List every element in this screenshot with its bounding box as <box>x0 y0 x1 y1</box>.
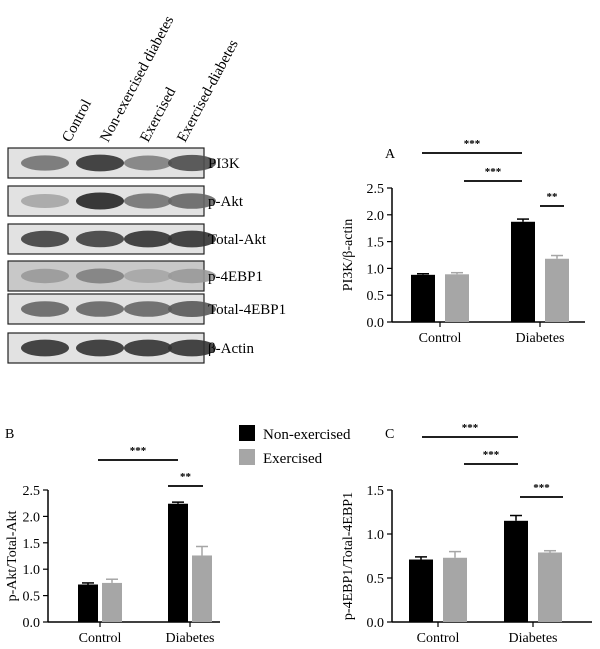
y-tick-label: 0.5 <box>23 590 41 605</box>
blot-lane-label: Non-exercised diabetes <box>97 13 177 145</box>
blot-band <box>76 268 124 284</box>
y-axis-label: p-4EBP1/Total-4EBP1 <box>341 492 356 620</box>
blot-lane-labels: Control Non-exercised diabetesExercisedEx… <box>59 13 241 145</box>
blot-row-label: p-4EBP1 <box>208 269 263 285</box>
blot-row-label: p-Akt <box>208 194 244 210</box>
bar <box>411 274 435 322</box>
blot-band <box>76 230 124 248</box>
y-axis-label: PI3K/β-actin <box>341 219 356 291</box>
x-tick-label: Diabetes <box>509 631 558 646</box>
blot-band <box>124 230 172 248</box>
blot-row-label: Total-Akt <box>208 232 267 248</box>
blot-row-label: PI3K <box>208 156 240 172</box>
blot-band <box>168 268 216 284</box>
blot-row-label: Total-4EBP1 <box>208 302 286 318</box>
y-tick-label: 0.0 <box>367 616 385 631</box>
blot-rows: PI3K p-Akt Total-Akt p-4EBP1 Total-4EBP1 β-Ac… <box>7 147 286 364</box>
blot-band <box>76 301 124 317</box>
y-tick-label: 0.0 <box>367 316 385 331</box>
y-tick-label: 2.0 <box>367 209 385 224</box>
y-tick-label: 1.0 <box>367 528 385 543</box>
significance-label: *** <box>462 422 479 434</box>
blot-band <box>76 339 124 357</box>
blot-band <box>124 268 172 284</box>
y-tick-label: 2.0 <box>23 510 41 525</box>
blot-band <box>168 339 216 357</box>
bar <box>78 584 98 622</box>
significance-label: ** <box>180 471 192 483</box>
bar <box>409 559 433 622</box>
significance-label: *** <box>464 138 481 150</box>
blot-band <box>21 230 69 248</box>
legend-swatch <box>239 449 255 465</box>
blot-band <box>124 193 172 209</box>
chart-c-p-4ebp1: Cp-4EBP1/Total-4EBP1 0.0 0.5 1.0 1.5 Control D… <box>341 422 592 646</box>
blot-band <box>124 155 172 171</box>
significance-label: *** <box>483 449 500 461</box>
x-tick-label: Diabetes <box>516 331 565 346</box>
x-tick-label: Control <box>79 631 122 646</box>
bar <box>545 258 569 322</box>
blot-band <box>168 230 216 248</box>
blot-band <box>21 155 69 171</box>
bar <box>102 582 122 622</box>
bar <box>192 555 212 622</box>
panel-letter: B <box>5 427 14 442</box>
y-tick-label: 0.5 <box>367 572 385 587</box>
blot-row: Total-4EBP1 <box>7 293 286 325</box>
bar <box>538 552 562 622</box>
blot-band <box>21 193 69 209</box>
blot-band <box>168 193 216 209</box>
panel-letter: C <box>385 427 394 442</box>
blot-band <box>124 301 172 317</box>
blot-band <box>168 301 216 317</box>
blot-row: β-Actin <box>7 332 254 364</box>
blot-row: Total-Akt <box>7 223 267 255</box>
blot-lane-label: Exercised <box>137 85 179 145</box>
blot-row: p-Akt <box>7 185 244 217</box>
panel-letter: A <box>385 147 396 162</box>
x-tick-label: Control <box>417 631 460 646</box>
blot-lane-label: Exercised-diabetes <box>174 37 241 145</box>
blot-band <box>124 339 172 357</box>
x-tick-label: Diabetes <box>166 631 215 646</box>
legend: Non-exercised Exercised <box>239 425 351 467</box>
bar <box>445 274 469 322</box>
significance-label: *** <box>485 166 502 178</box>
y-tick-label: 2.5 <box>23 484 41 499</box>
legend-label: Exercised <box>263 451 323 467</box>
y-tick-label: 1.0 <box>23 563 41 578</box>
y-tick-label: 1.5 <box>367 236 385 251</box>
blot-band <box>168 154 216 172</box>
significance-label: ** <box>547 191 559 203</box>
significance-label: *** <box>130 445 147 457</box>
blot-row: p-4EBP1 <box>7 260 263 292</box>
bar <box>443 557 467 622</box>
y-tick-label: 0.5 <box>367 289 385 304</box>
blot-row: PI3K <box>7 147 240 179</box>
y-tick-label: 0.0 <box>23 616 41 631</box>
western-blot-panel: Control Non-exercised diabetesExercisedEx… <box>7 13 286 364</box>
blot-band <box>21 268 69 284</box>
bar <box>511 221 535 322</box>
chart-a-pi3k: A PI3K/β-actin 0.0 0.5 1.0 1.5 2.0 2.5 Control Di… <box>341 138 585 346</box>
x-tick-label: Control <box>419 331 462 346</box>
blot-lane-label: Control <box>59 97 95 145</box>
y-tick-label: 2.5 <box>367 182 385 197</box>
blot-band <box>76 192 124 210</box>
y-tick-label: 1.0 <box>367 262 385 277</box>
y-tick-label: 1.5 <box>23 537 41 552</box>
significance-label: *** <box>533 482 550 494</box>
legend-swatch <box>239 425 255 441</box>
blot-band <box>76 154 124 172</box>
legend-label: Non-exercised <box>263 427 351 443</box>
bar <box>168 503 188 622</box>
y-tick-label: 1.5 <box>367 484 385 499</box>
y-axis-label: p-Akt/Total-Akt <box>5 510 20 601</box>
blot-row-label: β-Actin <box>208 341 254 357</box>
bar <box>504 520 528 622</box>
blot-band <box>21 301 69 317</box>
blot-band <box>21 339 69 357</box>
